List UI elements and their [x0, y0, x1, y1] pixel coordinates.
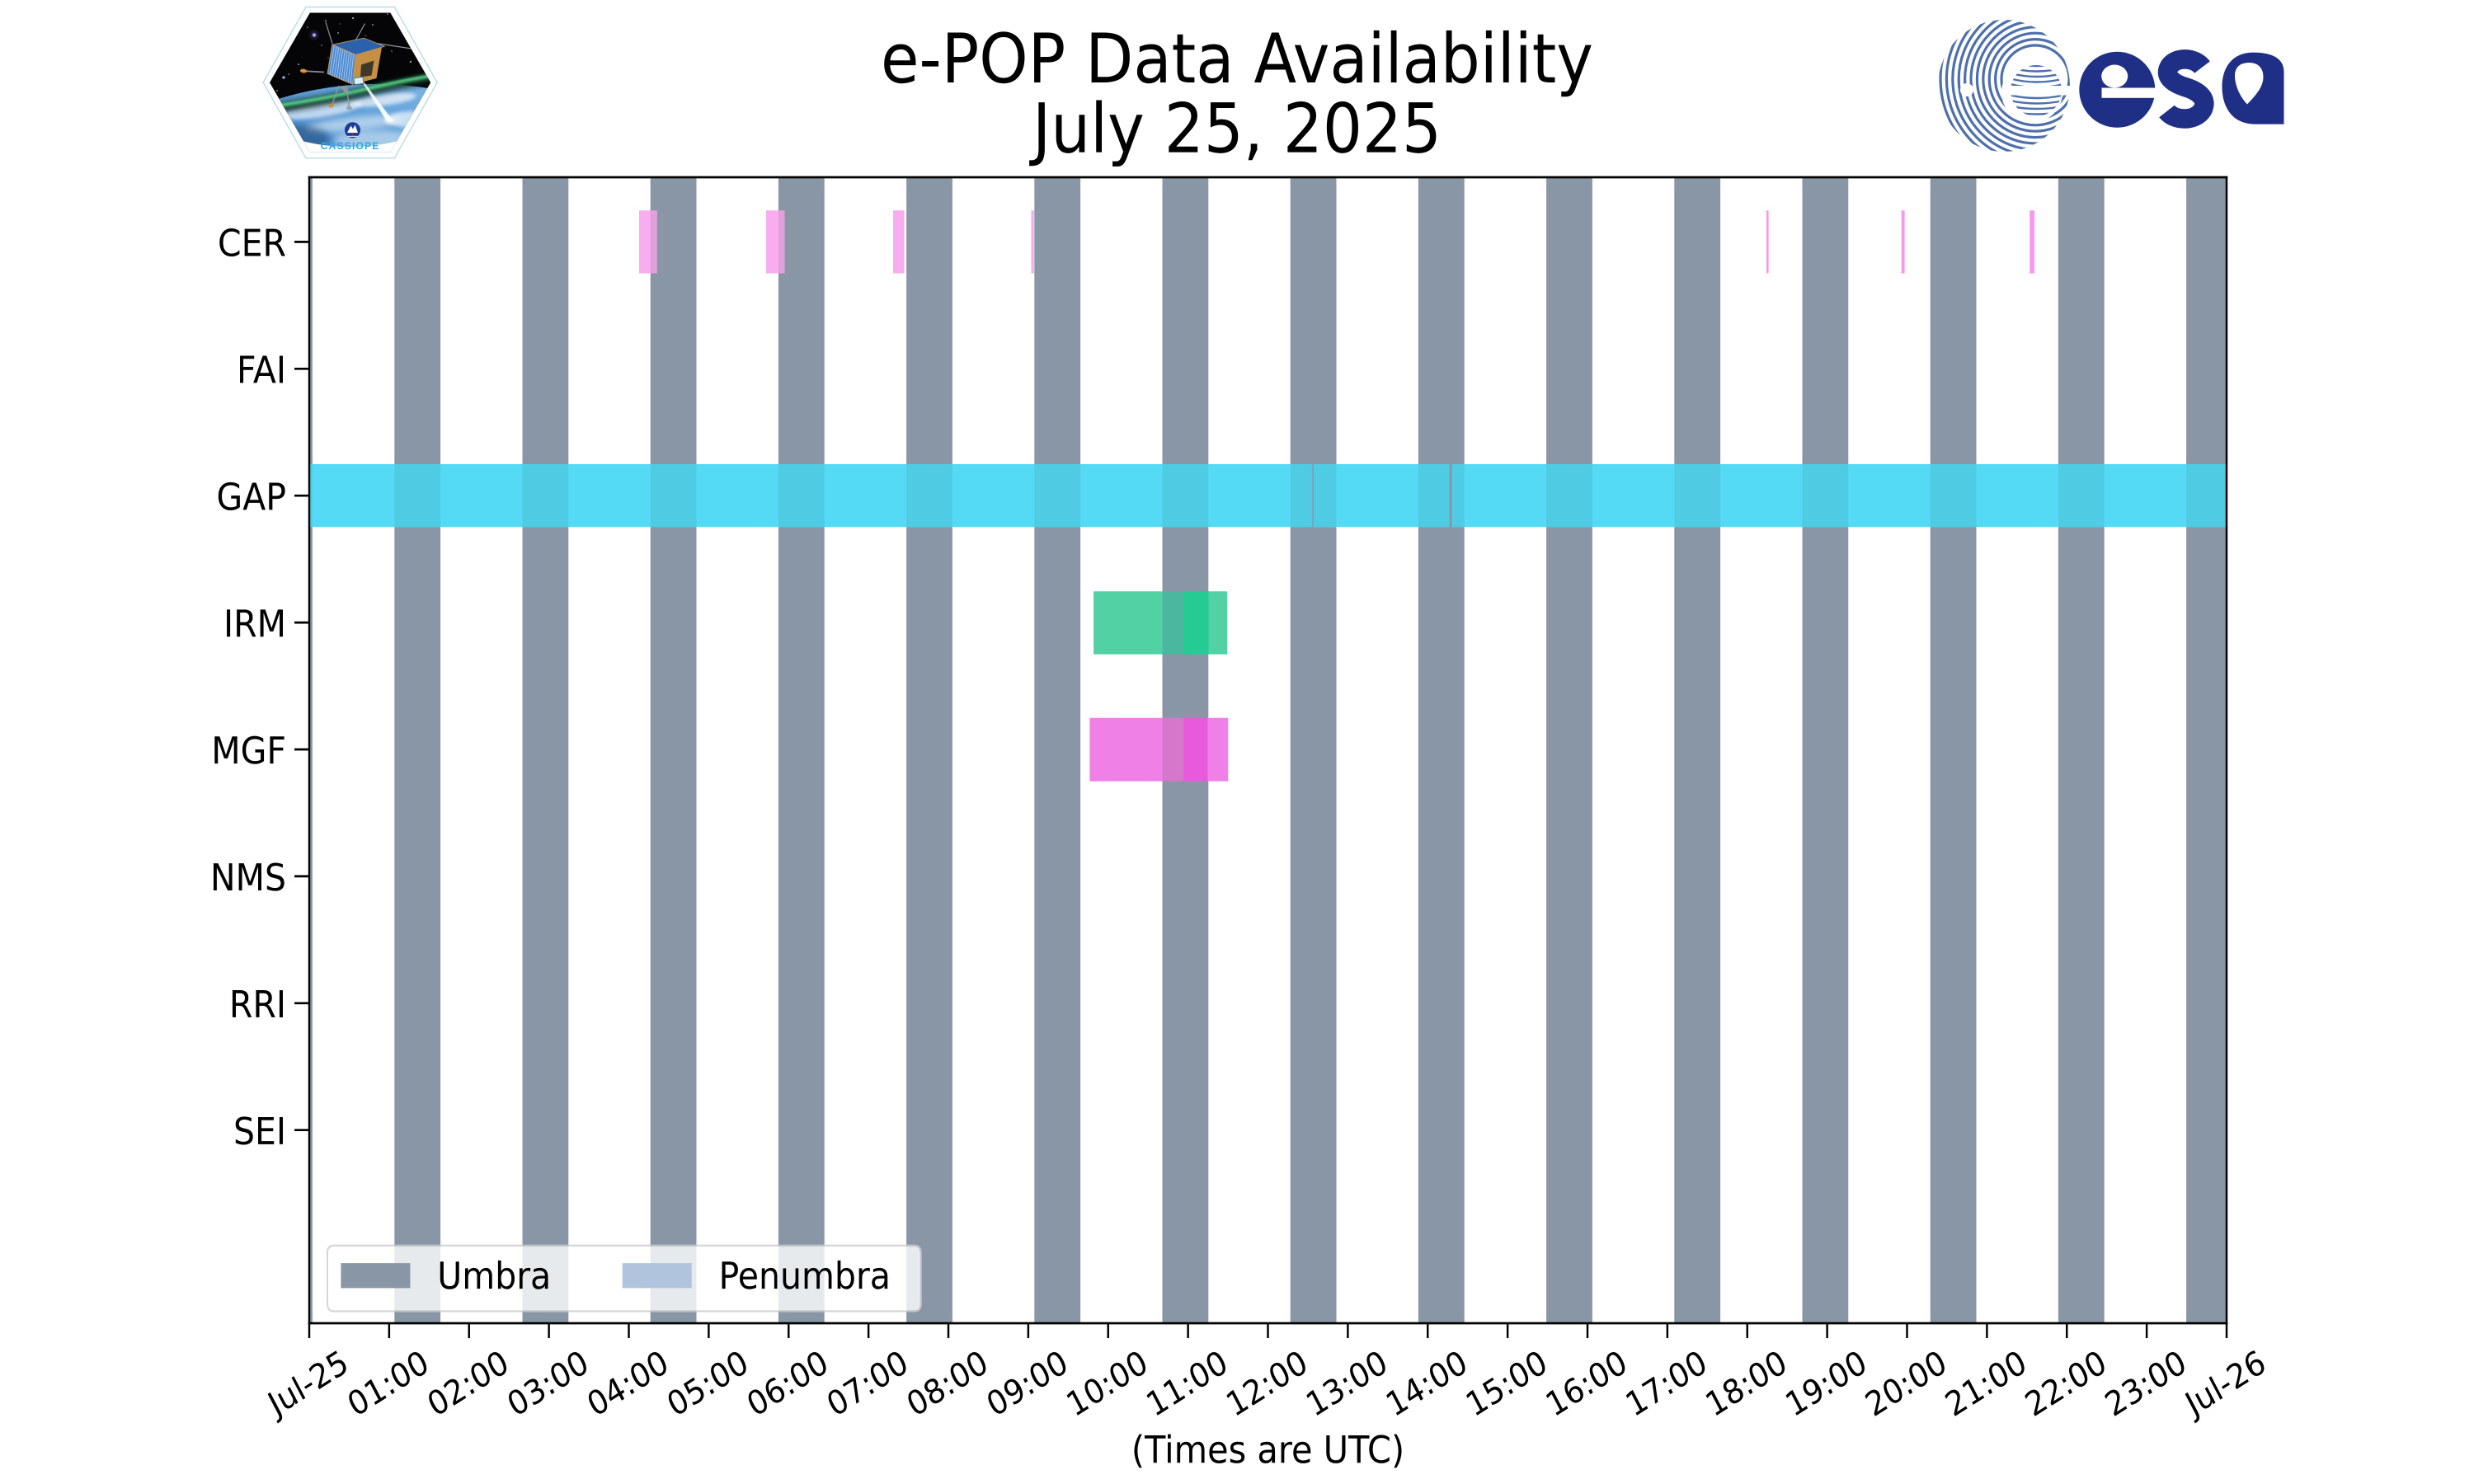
svg-text:CASSIOPE: CASSIOPE: [321, 140, 380, 152]
